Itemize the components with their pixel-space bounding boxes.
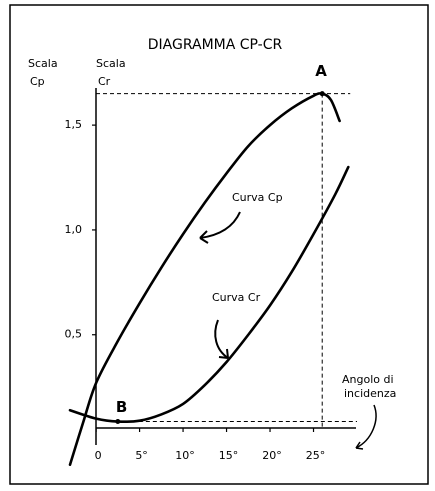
x-tick-label: 20° — [262, 449, 282, 462]
y2-axis-label: Scala — [96, 57, 126, 70]
point-label: A — [315, 62, 327, 80]
x-tick-label: 5° — [135, 449, 148, 462]
y-tick-label: 1,0 — [65, 223, 83, 236]
pointer-arrow — [199, 230, 209, 244]
y-tick-label: 1,5 — [65, 118, 83, 131]
y-axis-label: Cp — [30, 75, 45, 88]
point — [319, 91, 325, 97]
y-tick-label: 0,5 — [65, 328, 83, 341]
chart-title: DIAGRAMMA CP-CR — [148, 37, 283, 53]
line-series — [68, 92, 341, 467]
series-label: Curva Cp — [232, 191, 283, 204]
pointer-arrow — [199, 211, 241, 239]
x-axis-label: Angolo di — [342, 373, 394, 386]
pointer-arrow — [214, 319, 229, 359]
x-tick-label: 15° — [219, 449, 239, 462]
point — [115, 419, 121, 425]
x-tick-label: 10° — [175, 449, 195, 462]
y2-axis-label: Cr — [98, 75, 111, 88]
y-axis-label: Scala — [28, 57, 58, 70]
pointer-arrow — [355, 404, 377, 449]
x-tick-label: 0 — [95, 449, 102, 462]
frame — [9, 4, 429, 485]
x-axis-label: incidenza — [344, 387, 396, 400]
x-tick-label: 25° — [306, 449, 326, 462]
pointer-arrow — [218, 348, 229, 359]
point-label: B — [116, 398, 127, 416]
series-label: Curva Cr — [212, 291, 261, 304]
pointer-arrow — [355, 441, 364, 450]
